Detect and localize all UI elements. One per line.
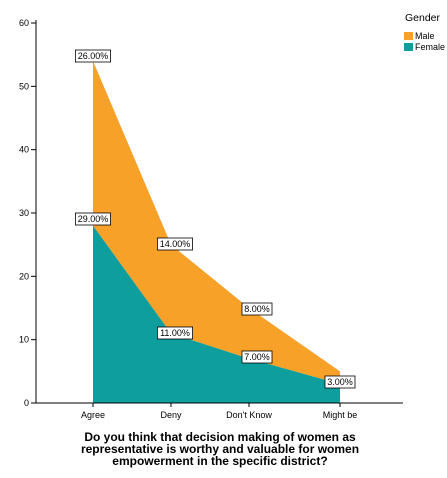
legend-swatch-female <box>404 43 413 51</box>
x-axis-label-line-2: representative is worthy and valuable fo… <box>80 442 360 456</box>
data-label-male: 8.00% <box>244 304 270 314</box>
data-label-male-box <box>75 49 112 63</box>
data-labels: 29.00% 11.00% 7.00% 3.00% 26.00% 14.00% 8.00% <box>75 49 356 389</box>
data-label-male-box <box>156 237 193 251</box>
x-tick-label: Deny <box>160 410 182 420</box>
data-label-male: 14.00% <box>160 239 191 249</box>
y-tick-label: 10 <box>19 335 29 345</box>
legend-swatch-male <box>404 32 413 40</box>
data-label-female-box <box>324 375 356 389</box>
data-label-female: 29.00% <box>78 214 109 224</box>
y-axis: 0 10 20 30 40 50 60 <box>19 18 37 408</box>
y-tick-label: 30 <box>19 208 29 218</box>
legend-label-female: Female <box>415 42 445 52</box>
data-label-female-box <box>75 212 112 226</box>
legend-label-male: Male <box>415 31 435 41</box>
data-label-female-box <box>156 326 193 340</box>
x-axis-label-line-3: empowerment in the specific district? <box>112 454 328 468</box>
y-tick-label: 50 <box>19 81 29 91</box>
y-tick-label: 0 <box>24 398 29 408</box>
legend-title: Gender <box>405 12 441 24</box>
x-axis-label: Do you think that decision making of wom… <box>40 431 400 467</box>
x-tick-label: Might be <box>323 410 358 420</box>
data-label-female-box <box>241 350 273 364</box>
chart-areas <box>93 61 340 403</box>
y-tick-label: 60 <box>19 18 29 28</box>
data-label-male-box <box>241 302 273 316</box>
x-tick-label: Agree <box>81 410 105 420</box>
y-tick-label: 20 <box>19 271 29 281</box>
data-label-female: 3.00% <box>327 377 353 387</box>
x-axis: Agree Deny Don't Know Might be <box>36 402 403 420</box>
area-male <box>93 61 340 384</box>
data-label-female: 7.00% <box>244 352 270 362</box>
x-tick-label: Don't Know <box>226 410 272 420</box>
y-tick-label: 40 <box>19 145 29 155</box>
x-axis-label-line-1: Do you think that decision making of wom… <box>84 430 356 444</box>
data-label-female: 11.00% <box>160 328 190 338</box>
data-label-male: 26.00% <box>78 51 109 61</box>
area-female <box>93 225 340 403</box>
